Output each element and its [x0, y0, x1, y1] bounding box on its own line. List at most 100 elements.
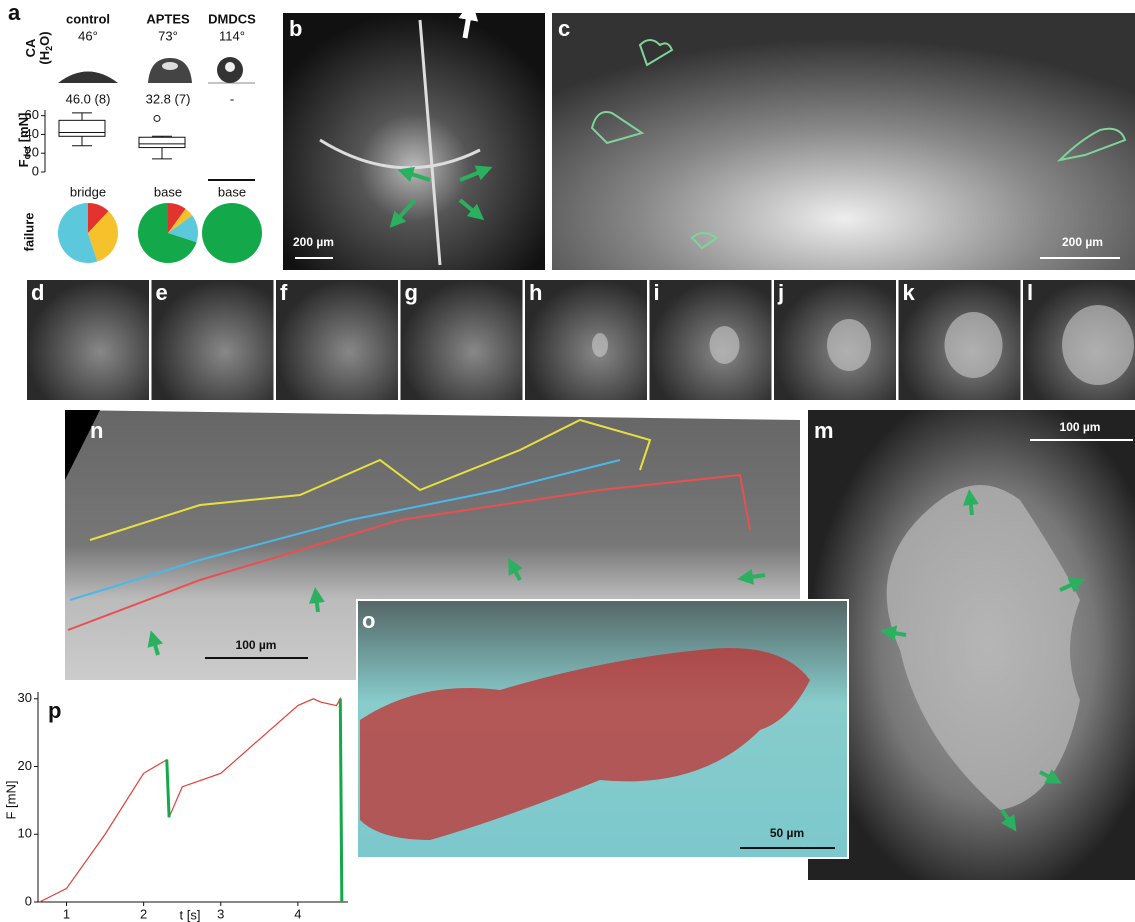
y-tick-label: 30	[18, 690, 32, 705]
arrows	[147, 557, 766, 656]
arrows	[880, 489, 1086, 832]
pie-slice	[168, 215, 198, 243]
micrograph	[400, 280, 523, 400]
panel-letter: k	[903, 280, 916, 305]
panel-letter: a	[8, 0, 21, 25]
growth	[944, 312, 1003, 378]
pie-slice	[88, 211, 119, 262]
pie-slice	[168, 203, 186, 233]
ca-label: CA	[23, 38, 38, 57]
line	[338, 698, 344, 903]
outlier	[153, 114, 161, 122]
force-label-part: F	[16, 159, 31, 167]
panel-letter: b	[289, 16, 302, 41]
pie-slice	[138, 203, 197, 263]
growth	[1062, 305, 1134, 385]
pie-slice	[168, 208, 193, 233]
column-header: DMDCS	[208, 11, 256, 26]
micrograph	[552, 13, 1135, 270]
contact-angle: 46°	[78, 28, 98, 43]
y-tick-label: 10	[18, 826, 32, 841]
front-line	[69, 459, 621, 601]
stained-region	[360, 648, 810, 840]
contact-angle: 73°	[158, 28, 178, 43]
droplet-highlight	[162, 62, 178, 70]
panel-letter: c	[558, 16, 570, 41]
x-tick-label: 1	[63, 906, 70, 921]
patch	[886, 485, 1080, 810]
panel-letter: e	[156, 280, 168, 305]
ca-label-part: CA	[23, 38, 38, 57]
panel-letter: m	[814, 418, 834, 443]
growth	[827, 319, 871, 371]
ca-label: (H2O)	[37, 31, 54, 64]
box	[138, 136, 186, 149]
y-tick-label: 40	[25, 126, 39, 141]
force-label: Fdet [mN]	[16, 113, 32, 168]
panel-letter: o	[362, 608, 375, 633]
droplet	[148, 58, 192, 83]
line	[39, 696, 343, 903]
growth	[592, 333, 608, 357]
scale-label: 50 µm	[770, 826, 804, 840]
pie-slice	[88, 203, 109, 233]
micrograph	[525, 280, 647, 400]
ca-label-part: O)	[37, 31, 52, 45]
panel-letter: h	[529, 280, 542, 305]
micrograph	[151, 280, 274, 400]
x-tick-label: 2	[140, 906, 147, 921]
micrograph	[27, 280, 149, 400]
arrows	[389, 165, 493, 228]
panel-letter: g	[405, 280, 418, 305]
line	[165, 759, 171, 818]
force-stat: -	[230, 91, 234, 106]
scale-label: 200 µm	[1062, 235, 1103, 249]
micrograph	[276, 280, 398, 400]
micrograph	[283, 13, 545, 270]
scale-label: 100 µm	[1060, 420, 1101, 434]
failure-mode: bridge	[70, 184, 106, 199]
panel-letter: d	[31, 280, 44, 305]
outlines	[590, 39, 1127, 250]
column-header: APTES	[146, 11, 190, 26]
droplet-highlight	[225, 62, 235, 72]
panel-letter: j	[777, 280, 784, 305]
box	[58, 119, 106, 137]
panel-letter: l	[1027, 280, 1033, 305]
growth	[709, 326, 740, 364]
x-axis-label: t [s]	[180, 907, 201, 922]
failure-mode: base	[154, 184, 182, 199]
force-stat: 32.8 (7)	[146, 91, 191, 106]
scale-label: 200 µm	[293, 235, 334, 249]
y-tick-label: 20	[25, 145, 39, 160]
y-tick-label: 0	[25, 893, 32, 908]
failure-mode: base	[218, 184, 246, 199]
arrow	[458, 0, 479, 39]
force-label-part: det	[22, 146, 32, 160]
panel-letter: f	[280, 280, 288, 305]
image-row: d e f g h i j k l	[27, 280, 1135, 400]
failure-label: failure	[21, 212, 36, 251]
column-header: control	[66, 11, 110, 26]
pie-slice	[202, 203, 262, 263]
contact-angle: 114°	[219, 28, 245, 43]
front-line	[89, 418, 652, 541]
ca-label-part: (H	[37, 51, 52, 65]
droplet	[58, 71, 118, 83]
y-tick-label: 0	[32, 163, 39, 178]
pie-slice	[58, 203, 98, 263]
panel-letter: p	[48, 698, 61, 723]
panel-letter: n	[90, 418, 103, 443]
x-tick-label: 3	[217, 906, 224, 921]
scale-label: 100 µm	[236, 638, 277, 652]
ca-label-part: 2	[44, 46, 54, 51]
y-axis-label: F [mN]	[3, 781, 18, 820]
force-stat: 46.0 (8)	[66, 91, 111, 106]
x-tick-label: 4	[294, 906, 301, 921]
front-line	[67, 473, 751, 631]
y-tick-label: 60	[25, 107, 39, 122]
force-label-part: [mN]	[16, 113, 31, 146]
background	[65, 410, 100, 480]
panel-letter: i	[654, 280, 660, 305]
